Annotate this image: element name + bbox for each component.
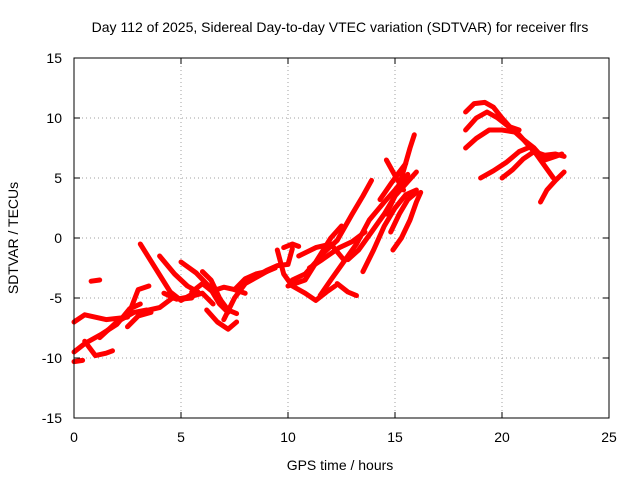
y-tick-label: 0 xyxy=(54,230,62,246)
series-track-20 xyxy=(274,247,338,303)
series-track-36 xyxy=(463,109,522,133)
x-tick-label: 25 xyxy=(601,429,617,445)
y-tick-label: 15 xyxy=(46,50,62,66)
series-group xyxy=(71,99,567,365)
series-track-7 xyxy=(125,309,154,330)
x-tick-label: 10 xyxy=(280,429,296,445)
x-tick-label: 5 xyxy=(177,429,185,445)
series-track-11 xyxy=(161,290,216,307)
series-track-29 xyxy=(360,187,419,275)
x-tick-label: 0 xyxy=(70,429,78,445)
series-track-27 xyxy=(334,281,359,299)
series-track-25 xyxy=(306,229,368,271)
x-axis-label: GPS time / hours xyxy=(287,457,394,473)
series-track-23 xyxy=(285,177,374,289)
y-axis-label: SDTVAR / TECUs xyxy=(5,182,21,294)
x-tick-label: 20 xyxy=(494,429,510,445)
series-track-39 xyxy=(499,149,567,181)
series-track-5 xyxy=(88,277,103,284)
series-track-19 xyxy=(253,246,295,279)
series-track-1 xyxy=(71,283,152,325)
series-track-3 xyxy=(71,357,86,365)
series-track-31 xyxy=(383,132,417,217)
series-track-15 xyxy=(204,307,240,332)
grid xyxy=(74,58,609,418)
y-tick-label: -10 xyxy=(42,350,62,366)
series-track-40 xyxy=(538,169,567,205)
series-track-6 xyxy=(97,307,150,341)
series-track-32 xyxy=(388,189,419,235)
x-tick-label: 15 xyxy=(387,429,403,445)
y-tick-label: 10 xyxy=(46,110,62,126)
series-track-4 xyxy=(82,338,115,359)
series-track-38 xyxy=(478,145,531,181)
y-tick-label: 5 xyxy=(54,170,62,186)
series-track-26 xyxy=(317,171,411,299)
series-track-21 xyxy=(281,241,302,251)
series-track-34 xyxy=(383,157,407,193)
series-track-28 xyxy=(345,169,419,263)
y-tick-label: -5 xyxy=(50,290,63,306)
series-track-37 xyxy=(463,127,556,181)
axis-ticks: 0 5 10 15 20 25 -15 -10 -5 0 5 10 15 xyxy=(42,50,617,445)
y-tick-label: -15 xyxy=(42,410,62,426)
chart-title: Day 112 of 2025, Sidereal Day-to-day VTE… xyxy=(92,19,589,35)
series-track-33 xyxy=(390,189,424,253)
